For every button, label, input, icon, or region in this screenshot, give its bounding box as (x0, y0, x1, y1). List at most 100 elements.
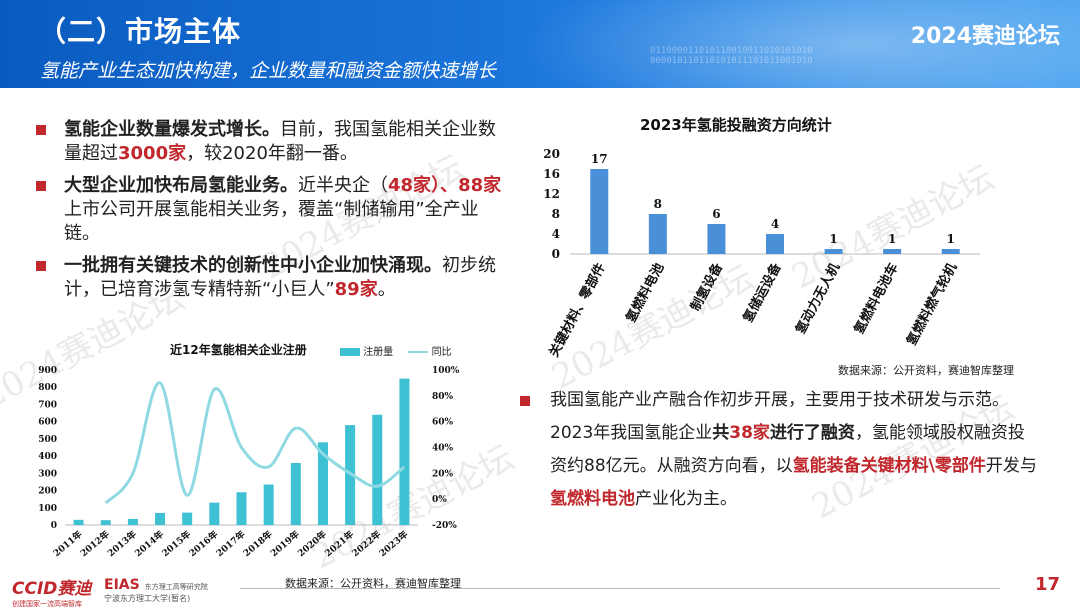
bullet-lead: 大型企业加快布局氢能业务。 (64, 175, 298, 196)
eias-logo-subtext: 东方理工高等研究院 (144, 583, 208, 591)
x-tick-label: 氢燃料燃气轮机 (903, 260, 960, 348)
data-label: 8 (654, 197, 662, 211)
bar (155, 512, 166, 525)
y2-tick-label: 40% (432, 444, 454, 454)
data-label: 1 (947, 232, 955, 246)
bullet-highlight: 3000家 (118, 143, 187, 164)
y-tick-label: 300 (38, 469, 57, 479)
bullet-text: ，氢能领域股权融资投资约88亿元。从融资方向看，以 (550, 423, 1025, 476)
bar (883, 249, 902, 254)
x-tick-label: 氢动力无人机 (792, 260, 843, 336)
bullet-item: 一批拥有关键技术的创新性中小企业加快涌现。初步统计，已培育涉氢专精特新“小巨人”… (36, 254, 506, 302)
x-tick-label: 2011年 (51, 528, 85, 559)
x-tick-label: 2020年 (295, 528, 329, 559)
bar (127, 518, 138, 525)
x-tick-label: 2023年 (377, 528, 411, 559)
x-tick-label: 氢燃料电池车 (851, 260, 902, 336)
y-tick-label: 0 (51, 521, 57, 531)
bar (590, 169, 609, 254)
header-binary-pattern: 011000011010110010011010101010 000010110… (650, 46, 813, 66)
y-tick-label: 600 (38, 418, 57, 428)
chart-title: 近12年氢能相关企业注册 (170, 343, 307, 357)
page-number: 17 (1034, 574, 1060, 595)
bar (182, 512, 193, 525)
legend-bar-swatch (340, 348, 360, 356)
y-tick-label: 900 (38, 366, 57, 376)
y-tick-label: 400 (38, 452, 57, 462)
y-tick-label: 16 (543, 167, 560, 181)
eias-logo: EIAS 东方理工高等研究院 宁波东方理工大学(暂名) (104, 574, 208, 604)
x-tick-label: 2018年 (241, 528, 275, 559)
bullet-text: 。 (377, 279, 396, 300)
bar (236, 492, 247, 525)
bullet-text: 初步统计，已培育涉氢专精特新“小巨人” (64, 255, 496, 300)
bar (290, 463, 301, 525)
page-subtitle: 氢能产业生态加快构建，企业数量和融资金额快速增长 (40, 60, 497, 82)
page-title: （二）市场主体 (38, 15, 242, 48)
right-bullet-list: 我国氢能产业产融合作初步开展，主要用于技术研发与示范。2023年我国氢能企业共3… (520, 384, 1040, 524)
y2-tick-label: 100% (432, 366, 460, 376)
x-tick-label: 2022年 (349, 528, 383, 559)
y2-tick-label: 0% (432, 495, 447, 505)
bullet-highlight: 48家 (388, 175, 432, 196)
chart-legend: 注册量 同比 (340, 343, 452, 358)
legend-label: 同比 (431, 347, 452, 358)
bullet-text: 近半央企（ (298, 175, 388, 196)
bullet-square-icon (36, 125, 46, 135)
bar (73, 519, 84, 525)
bullet-highlight: 88家 (458, 175, 502, 196)
x-tick-label: 2015年 (159, 528, 193, 559)
bullet-text: 上市公司开展氢能相关业务，覆盖“制储输用”全产业链。 (64, 199, 479, 244)
bullet-text: 我国氢能产业产融合作初步开展，主要用于技术研发与示范。2023年我国氢能企业 (550, 390, 1009, 443)
bar (707, 224, 726, 254)
bar (399, 378, 410, 525)
bar (941, 249, 960, 254)
y-tick-label: 700 (38, 400, 57, 410)
bar (372, 414, 383, 525)
yoy-growth-line (104, 381, 406, 505)
chart-source: 数据来源：公开资料，赛迪智库整理 (838, 364, 1014, 377)
x-tick-label: 氢储运设备 (740, 259, 785, 325)
bullet-lead: 一批拥有关键技术的创新性中小企业加快涌现。 (64, 255, 442, 276)
x-tick-label: 2021年 (322, 528, 356, 559)
data-label: 1 (829, 232, 837, 246)
bar (824, 249, 843, 254)
bar (209, 502, 220, 525)
bullet-highlight: 38家 (729, 423, 770, 443)
y2-tick-label: 60% (432, 418, 454, 428)
bullet-square-icon (36, 261, 46, 271)
y-tick-label: 4 (552, 227, 560, 241)
y-tick-label: 8 (552, 207, 560, 221)
data-label: 1 (888, 232, 896, 246)
y2-tick-label: -20% (432, 521, 457, 531)
y-tick-label: 500 (38, 435, 57, 445)
legend-label: 注册量 (363, 347, 394, 358)
y-tick-label: 100 (38, 504, 57, 514)
chart-title: 2023年氢能投融资方向统计 (640, 116, 832, 134)
enterprise-registration-chart: 0 100 200 300 400 500 600 700 800 900 -20% 0% 20% 40%… (38, 366, 460, 559)
header-banner: 011000011010110010011010101010 000010110… (0, 0, 1080, 88)
eias-logo-subtext: 宁波东方理工大学(暂名) (104, 594, 191, 603)
ccid-logo-text: CCID赛迪 (12, 579, 92, 599)
bullet-text: ，较2020年翻一番。 (186, 143, 358, 164)
bullet-square-icon (36, 181, 46, 191)
bar (100, 520, 111, 525)
y-tick-label: 200 (38, 487, 57, 497)
y-tick-label: 800 (38, 383, 57, 393)
x-tick-label: 2017年 (214, 528, 248, 559)
x-tick-label: 制氢设备 (687, 259, 726, 313)
bullet-square-icon (520, 396, 530, 406)
legend-line-swatch (408, 351, 429, 353)
y-tick-label: 20 (543, 147, 560, 161)
x-tick-label: 2016年 (186, 528, 220, 559)
x-tick-label: 2013年 (105, 528, 139, 559)
header-glow (520, 0, 1080, 88)
bar (766, 234, 784, 254)
bar (648, 214, 667, 254)
bar (263, 484, 274, 525)
x-tick-label: 关键材料、零部件 (546, 260, 609, 359)
y-tick-label: 0 (552, 247, 560, 261)
bullet-highlight: 氢燃料电池 (550, 489, 635, 509)
bullet-text: 目前，我国氢能相关企业数量超过 (64, 119, 496, 164)
ccid-logo: CCID赛迪 创建国家一流高端智库 (12, 574, 91, 609)
